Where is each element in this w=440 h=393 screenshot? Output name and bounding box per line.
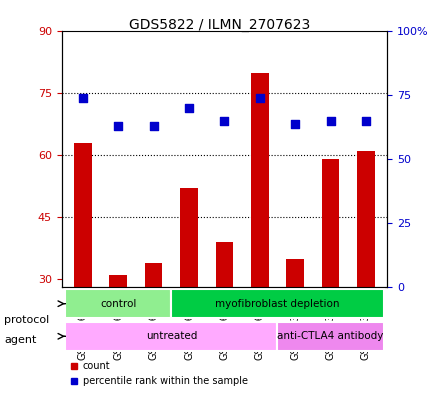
Point: [327, 118, 334, 124]
Point: [79, 95, 86, 101]
FancyBboxPatch shape: [65, 321, 278, 351]
Text: protocol: protocol: [4, 315, 50, 325]
FancyBboxPatch shape: [171, 289, 384, 318]
Point: [115, 123, 122, 129]
Bar: [180, 188, 198, 393]
Text: agent: agent: [4, 335, 37, 345]
Bar: [357, 151, 375, 393]
Legend: count, percentile rank within the sample: count, percentile rank within the sample: [66, 357, 252, 390]
Text: untreated: untreated: [146, 331, 197, 341]
Bar: [251, 73, 269, 393]
Bar: [216, 242, 233, 393]
Point: [292, 120, 299, 127]
Text: myofibroblast depletion: myofibroblast depletion: [215, 299, 340, 309]
Bar: [286, 259, 304, 393]
Point: [150, 123, 157, 129]
FancyBboxPatch shape: [278, 321, 384, 351]
Point: [186, 105, 193, 111]
Text: control: control: [100, 299, 136, 309]
Bar: [110, 275, 127, 393]
Text: GDS5822 / ILMN_2707623: GDS5822 / ILMN_2707623: [129, 18, 311, 32]
Bar: [145, 263, 162, 393]
Point: [256, 95, 263, 101]
Bar: [74, 143, 92, 393]
Text: anti-CTLA4 antibody: anti-CTLA4 antibody: [277, 331, 384, 341]
Point: [221, 118, 228, 124]
Bar: [322, 160, 339, 393]
FancyBboxPatch shape: [65, 289, 171, 318]
Point: [363, 118, 370, 124]
